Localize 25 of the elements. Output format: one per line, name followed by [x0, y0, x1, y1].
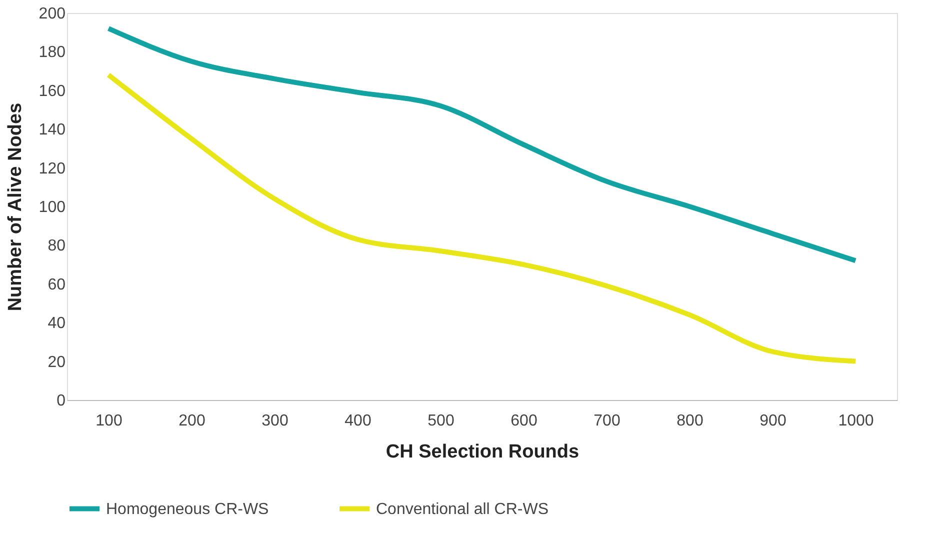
x-tick-label: 400: [344, 412, 372, 430]
y-tick-label: 100: [38, 199, 66, 216]
x-tick-label: 200: [178, 412, 206, 430]
y-tick-label: 0: [56, 392, 66, 410]
legend-label: Conventional all CR-WS: [376, 500, 549, 518]
y-tick-label: 60: [48, 276, 66, 294]
y-axis-title: Number of Alive Nodes: [4, 102, 26, 312]
y-tick-label: 200: [38, 6, 66, 22]
x-tick-label: 300: [262, 412, 288, 430]
x-tick-label: 700: [594, 412, 620, 430]
y-tick-label: 180: [38, 44, 66, 62]
y-tick-label: 120: [38, 160, 66, 178]
x-tick-label: 1000: [838, 412, 874, 430]
x-tick-label: 600: [510, 412, 538, 430]
y-tick-label: 40: [48, 315, 66, 332]
y-tick-label: 80: [48, 238, 66, 255]
y-tick-label: 20: [48, 354, 66, 371]
y-tick-label: 140: [38, 122, 66, 139]
x-tick-label: 500: [428, 412, 454, 430]
legend-label: Homogeneous CR-WS: [106, 500, 269, 518]
x-axis-title: CH Selection Rounds: [386, 442, 580, 462]
x-tick-label: 100: [96, 412, 122, 430]
x-tick-label: 800: [676, 412, 704, 430]
x-tick-label: 900: [760, 412, 786, 430]
y-tick-label: 160: [38, 82, 66, 100]
